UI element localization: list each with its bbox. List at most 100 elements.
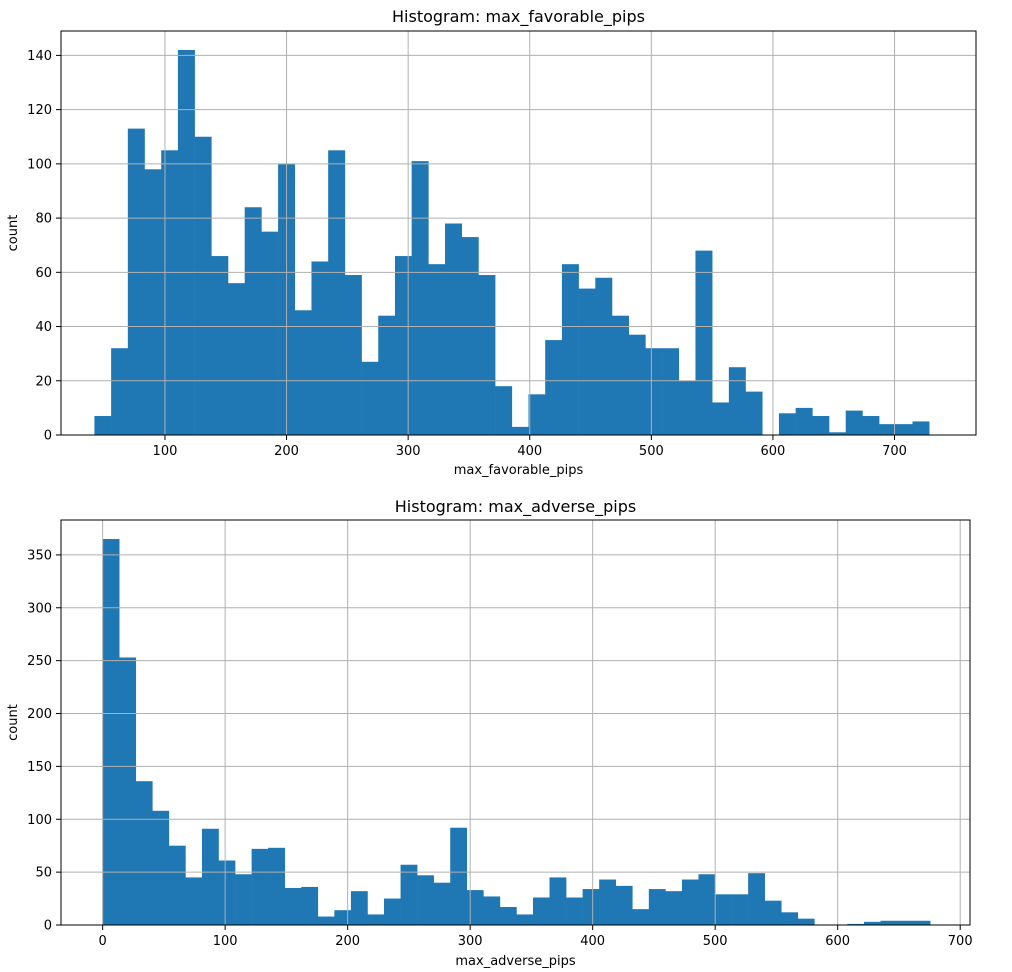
bar xyxy=(731,894,749,925)
bar xyxy=(829,432,847,435)
bar xyxy=(582,889,600,925)
bar xyxy=(715,894,732,925)
bar xyxy=(695,250,713,435)
bar xyxy=(144,169,162,435)
bar xyxy=(244,207,262,435)
bar xyxy=(561,264,579,435)
bar xyxy=(461,237,479,435)
bar xyxy=(698,874,716,925)
bar xyxy=(628,334,646,435)
bar xyxy=(728,367,746,435)
bar xyxy=(317,916,335,925)
bar xyxy=(748,873,765,925)
y-tick-label: 0 xyxy=(44,429,52,444)
y-tick-label: 100 xyxy=(27,157,52,172)
x-tick-label: 200 xyxy=(274,444,299,459)
bar xyxy=(681,879,699,925)
bar xyxy=(450,827,468,925)
bar xyxy=(228,283,245,435)
y-tick-label: 120 xyxy=(27,103,52,118)
x-axis-label: max_adverse_pips xyxy=(455,954,575,969)
bar xyxy=(400,864,418,925)
x-tick-label: 300 xyxy=(458,934,483,949)
bar xyxy=(511,426,529,435)
bar xyxy=(428,264,446,435)
bar xyxy=(411,161,429,435)
x-tick-label: 500 xyxy=(703,934,728,949)
bar xyxy=(445,223,463,435)
bar xyxy=(294,310,312,435)
bar xyxy=(483,896,501,925)
y-tick-label: 40 xyxy=(35,320,52,335)
bars xyxy=(102,539,931,925)
y-tick-label: 200 xyxy=(27,707,52,722)
bar xyxy=(495,386,513,435)
bar xyxy=(781,912,799,925)
y-tick-label: 350 xyxy=(27,548,52,563)
bar xyxy=(895,424,913,435)
bar xyxy=(185,877,203,925)
x-tick-label: 200 xyxy=(335,934,360,949)
bar xyxy=(879,424,897,435)
axes-frame xyxy=(60,519,971,926)
bars xyxy=(94,49,930,436)
bar xyxy=(211,256,229,435)
y-tick-label: 300 xyxy=(27,601,52,616)
bar xyxy=(194,136,212,436)
x-tick-label: 0 xyxy=(99,934,107,949)
bar xyxy=(632,909,650,925)
bar xyxy=(251,848,269,925)
x-axis-label: max_favorable_pips xyxy=(454,463,584,478)
bar xyxy=(168,845,186,925)
bar xyxy=(595,277,613,435)
bar xyxy=(235,874,252,925)
bar xyxy=(394,256,412,435)
bar xyxy=(177,49,195,435)
bar xyxy=(516,914,534,925)
bar xyxy=(863,921,881,925)
x-tick-label: 500 xyxy=(639,444,664,459)
bar xyxy=(478,275,496,435)
y-tick-label: 250 xyxy=(27,654,52,669)
bar xyxy=(712,402,730,435)
bar xyxy=(611,315,629,435)
bar xyxy=(127,128,145,436)
bar xyxy=(94,416,112,435)
chart-title: Histogram: max_favorable_pips xyxy=(392,7,645,27)
y-axis-label: count xyxy=(6,704,21,741)
bar xyxy=(678,380,696,435)
x-tick-label: 400 xyxy=(580,934,605,949)
bar xyxy=(578,288,596,435)
y-tick-label: 140 xyxy=(27,49,52,64)
bar xyxy=(499,907,517,925)
y-axis-label: count xyxy=(6,215,21,252)
bar xyxy=(433,882,451,925)
bar xyxy=(645,348,663,435)
bar xyxy=(913,920,931,925)
x-tick-label: 100 xyxy=(153,444,178,459)
bar xyxy=(201,828,219,925)
y-tick-label: 0 xyxy=(44,919,52,934)
chart-2: 0 100 200 300 400 500 600 700 0 50 100 150 200 250 300… xyxy=(6,497,973,969)
bar xyxy=(367,914,385,925)
bar xyxy=(328,150,346,436)
bar xyxy=(847,923,865,925)
bar xyxy=(845,410,863,435)
bar xyxy=(648,889,666,925)
y-tick-label: 20 xyxy=(35,374,52,389)
bar xyxy=(662,348,680,435)
y-tick-label: 60 xyxy=(35,266,52,281)
bar xyxy=(111,348,129,435)
bar xyxy=(549,877,567,925)
bar xyxy=(218,860,236,925)
bar xyxy=(301,886,319,925)
bar xyxy=(334,910,352,925)
bar xyxy=(311,261,329,435)
bar xyxy=(778,413,796,435)
bar xyxy=(268,847,286,925)
x-tick-label: 600 xyxy=(761,444,786,459)
y-tick-label: 100 xyxy=(27,813,52,828)
bar xyxy=(862,416,880,435)
bar xyxy=(599,879,617,925)
